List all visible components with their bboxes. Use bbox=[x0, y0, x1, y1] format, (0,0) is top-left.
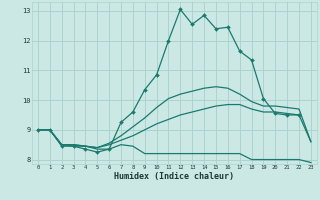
X-axis label: Humidex (Indice chaleur): Humidex (Indice chaleur) bbox=[115, 172, 234, 181]
